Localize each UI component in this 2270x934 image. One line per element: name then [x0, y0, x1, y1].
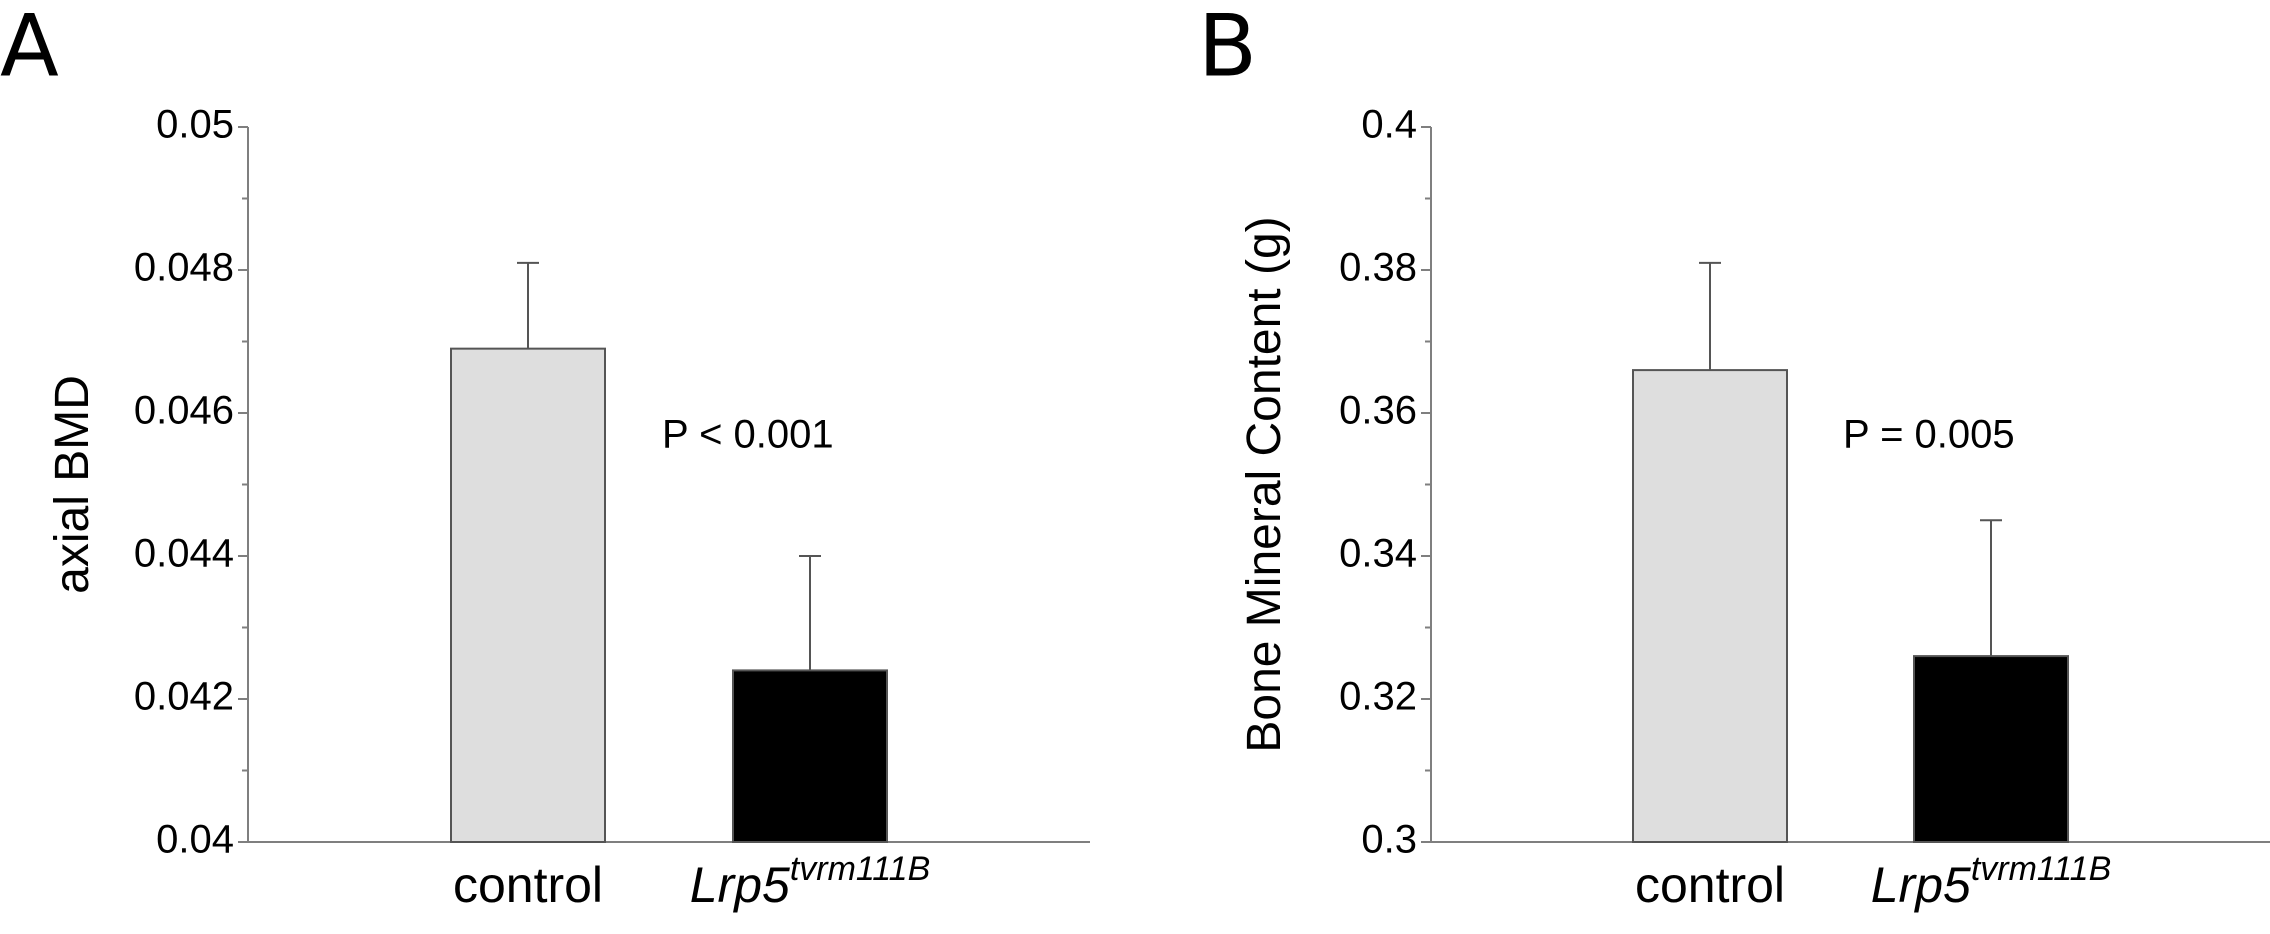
panel-letter: B: [1198, 0, 1257, 96]
panel-b: B 0.3 0.32 0.34 0.36 0.38 0.4 Bone Mineral Cont…: [1198, 0, 2270, 913]
y-tick-label: 0.4: [1361, 103, 1417, 147]
bar-control: [1632, 369, 1788, 843]
panel-a: A 0.04 0.042 0.044 0.046 0.048 0.05 axial BMD co…: [0, 0, 1090, 913]
y-tick-label: 0.3: [1361, 818, 1417, 862]
panel-letter: A: [0, 0, 59, 96]
y-tick-label: 0.34: [1339, 532, 1417, 576]
y-tick-label: 0.042: [134, 675, 234, 719]
y-tick-label: 0.046: [134, 389, 234, 433]
bar-lrp5: [732, 669, 888, 844]
p-value-annotation: P = 0.005: [1843, 413, 2015, 457]
category-label: Lrp5tvrm111B: [1871, 850, 2112, 913]
y-axis-title: axial BMD: [46, 375, 99, 594]
y-tick-label: 0.048: [134, 246, 234, 290]
y-tick-label: 0.05: [156, 103, 234, 147]
y-tick-label: 0.36: [1339, 389, 1417, 433]
y-axis-title: Bone Mineral Content (g): [1238, 216, 1291, 752]
category-label: control: [1635, 857, 1785, 913]
y-tick-label: 0.04: [156, 818, 234, 862]
y-tick-label: 0.38: [1339, 246, 1417, 290]
category-label: Lrp5tvrm111B: [690, 850, 931, 913]
category-label: control: [453, 857, 603, 913]
p-value-annotation: P < 0.001: [662, 413, 834, 457]
y-tick-label: 0.32: [1339, 675, 1417, 719]
y-tick-label: 0.044: [134, 532, 234, 576]
bar-control: [450, 347, 606, 843]
bar-lrp5: [1913, 655, 2069, 843]
